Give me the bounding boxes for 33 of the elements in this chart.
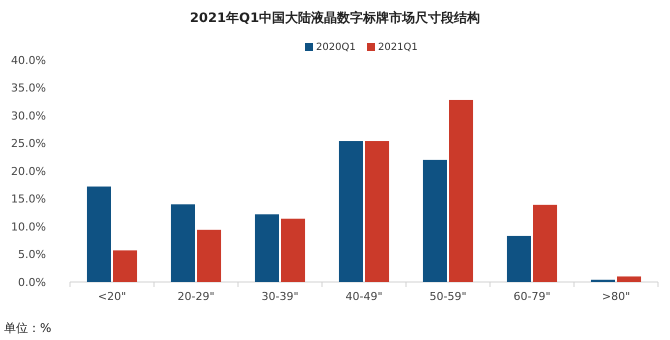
bar [449,100,474,282]
y-tick-label: 10.0% [11,220,46,234]
y-tick-label: 0.0% [18,276,46,289]
y-tick-label: 20.0% [11,164,46,178]
bar [617,276,642,282]
bar [365,141,390,282]
bar [254,214,279,282]
bar [422,160,447,282]
x-tick-label: 40-49" [345,290,383,303]
legend-label: 2020Q1 [316,42,356,53]
y-tick-label: 15.0% [11,192,46,206]
chart-title: 2021年Q1中国大陆液晶数字标牌市场尺寸段结构 [190,10,480,26]
y-tick-label: 30.0% [11,109,46,122]
text: 单位：% [4,321,52,335]
bar [197,230,222,282]
x-tick-label: >80" [602,290,630,303]
bar [506,236,531,282]
bar [338,141,363,282]
bar [113,250,138,282]
legend-label: 2021Q1 [378,42,418,53]
bar [533,204,558,282]
bar [281,218,306,282]
y-tick-label: 5.0% [18,248,46,262]
y-tick-label: 40.0% [11,54,46,67]
y-tick-label: 25.0% [11,137,46,150]
bar [170,204,195,282]
x-tick-label: 30-39" [261,290,299,303]
x-tick-label: 20-29" [177,290,215,303]
bar [86,186,111,282]
x-tick-label: <20" [98,290,126,303]
x-tick-label: 50-59" [429,290,467,303]
x-tick-label: 60-79" [513,290,551,303]
y-tick-label: 35.0% [11,82,46,95]
